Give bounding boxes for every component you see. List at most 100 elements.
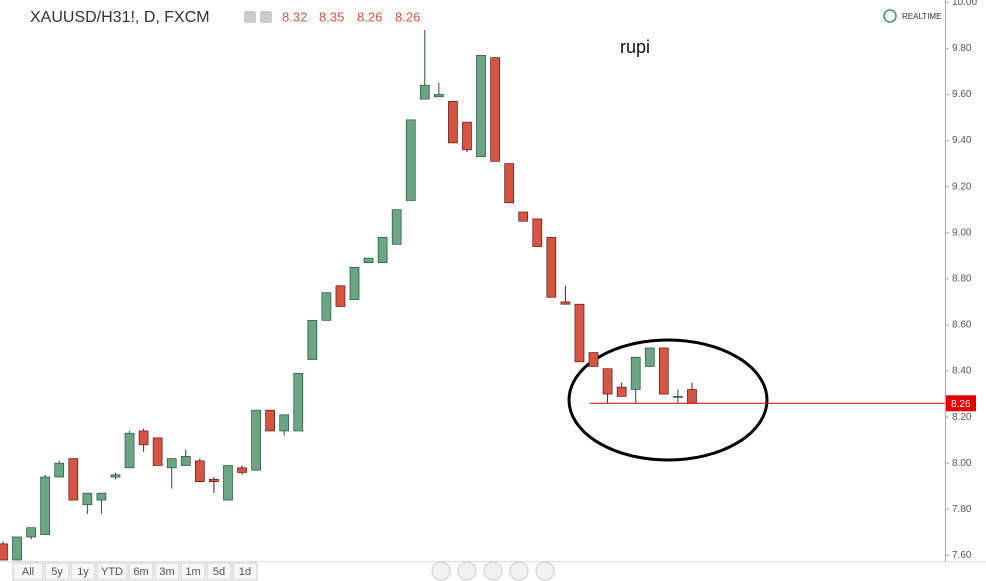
candle-body: [546, 237, 557, 298]
range-button-label: 6m: [133, 566, 148, 578]
candle-body: [687, 389, 697, 404]
range-button[interactable]: [206, 562, 232, 581]
ohlc-high: 8.35: [319, 9, 344, 24]
candle-body: [180, 455, 191, 466]
y-tick-label: 8.20: [952, 412, 972, 423]
range-button-label: YTD: [101, 566, 123, 578]
candle-body: [490, 57, 500, 162]
range-button-label: 5y: [51, 566, 63, 578]
candle-body: [251, 409, 261, 471]
reset[interactable]: [483, 561, 503, 581]
candle-body: [560, 301, 571, 305]
realtime-label: REALTIME: [902, 12, 941, 21]
icon[interactable]: [260, 11, 272, 23]
candle-body: [82, 492, 93, 506]
candle-body: [307, 319, 318, 360]
candle-body: [518, 211, 529, 222]
candle-body: [363, 257, 374, 264]
last-price-box: [946, 395, 976, 412]
candle-body: [40, 476, 51, 536]
range-button[interactable]: [180, 562, 206, 581]
candle-body: [321, 292, 332, 321]
y-tick-label: 8.00: [952, 458, 972, 469]
candle-body: [209, 478, 219, 482]
range-button[interactable]: [232, 562, 258, 581]
candle-body: [673, 396, 683, 398]
y-tick-label: 9.80: [952, 43, 972, 54]
y-tick-label: 9.00: [952, 227, 972, 238]
y-tick-label: 9.60: [952, 89, 972, 100]
candle-body: [26, 527, 36, 538]
range-button-label: All: [22, 566, 34, 578]
candle-body: [377, 237, 388, 264]
candle-body: [588, 352, 599, 367]
candle-body: [110, 474, 121, 478]
ohlc-close: 8.26: [395, 9, 420, 24]
range-button-label: 1m: [185, 566, 200, 578]
candle-body: [166, 458, 177, 469]
y-tick-label: 8.40: [952, 366, 972, 377]
candle-body: [12, 536, 22, 561]
range-button[interactable]: [96, 562, 128, 581]
candle-body: [532, 218, 543, 247]
nav-buttons: [431, 561, 555, 581]
range-button-label: 1d: [239, 566, 251, 578]
zoom-in[interactable]: [509, 561, 529, 581]
candle-body: [279, 414, 290, 432]
candle-body: [237, 467, 247, 473]
realtime-icon: [883, 9, 897, 23]
y-tick-label: 7.60: [952, 550, 972, 561]
candle-body: [265, 409, 275, 432]
range-button-label: 5d: [213, 566, 225, 578]
range-button[interactable]: [12, 562, 44, 581]
candle-body: [434, 94, 444, 98]
y-tick-label: 7.80: [952, 504, 972, 515]
candle-body: [448, 101, 458, 144]
candle-body: [54, 462, 65, 478]
candle-body: [658, 347, 669, 395]
y-tick-label: 10.00: [952, 0, 977, 8]
candle-body: [124, 432, 135, 469]
y-tick-label: 9.20: [952, 181, 972, 192]
range-button-label: 3m: [159, 566, 174, 578]
range-button[interactable]: [128, 562, 154, 581]
candle-body: [644, 347, 655, 367]
scroll-right[interactable]: [535, 561, 555, 581]
candle-body: [68, 458, 79, 501]
candle-body: [138, 430, 149, 446]
range-button[interactable]: [70, 562, 96, 581]
y-tick-label: 9.40: [952, 135, 972, 146]
candle-body: [476, 54, 486, 158]
scroll-left[interactable]: [431, 561, 451, 581]
candle-body: [574, 303, 585, 363]
annotation: rupi: [620, 37, 650, 57]
candle-body: [335, 285, 346, 307]
candle-body: [0, 543, 8, 561]
candle-body: [616, 386, 627, 397]
icon[interactable]: [244, 11, 256, 23]
candle-body: [391, 209, 402, 245]
candle-body: [293, 372, 304, 432]
candle-body: [405, 119, 416, 201]
candle-body: [194, 460, 205, 482]
candle-body: [462, 121, 472, 151]
candle-body: [504, 163, 515, 204]
candle-body: [96, 492, 107, 501]
candle-body: [152, 437, 163, 466]
candle-body: [349, 266, 360, 300]
symbol-title: XAUUSD/H31!, D, FXCM: [30, 9, 210, 26]
candle-body: [223, 465, 233, 501]
y-tick-label: 8.60: [952, 320, 972, 331]
range-button[interactable]: [44, 562, 70, 581]
ohlc-low: 8.26: [357, 9, 382, 24]
range-button-label: 1y: [77, 566, 89, 578]
y-tick-label: 8.80: [952, 273, 972, 284]
annotation-ellipse: [567, 338, 769, 462]
last-price-label: 8.26: [951, 399, 971, 410]
range-button[interactable]: [154, 562, 180, 581]
zoom-out[interactable]: [457, 561, 477, 581]
candle-body: [419, 84, 430, 100]
ohlc-open: 8.32: [282, 9, 307, 24]
candle-body: [602, 368, 613, 395]
